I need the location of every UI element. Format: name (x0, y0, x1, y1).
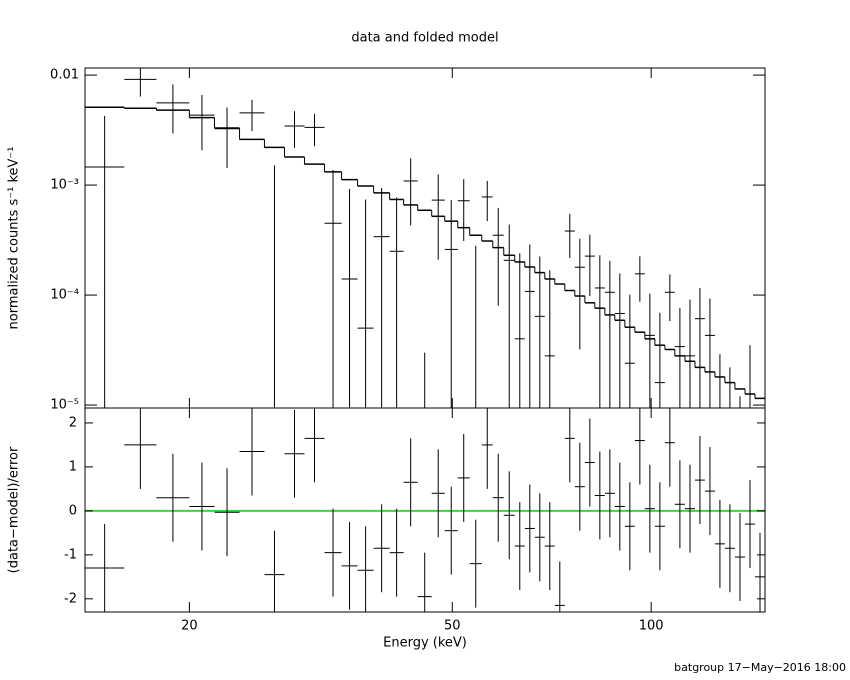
x-tick-label: 100 (639, 619, 664, 634)
y-tick-label: 10⁻³ (50, 178, 79, 193)
axes: 0.01 10⁻³ 10⁻⁴ 10⁻⁵ -2 -1 0 1 2 20 50 100 (50, 68, 765, 634)
y-axis-label: normalized counts s⁻¹ keV⁻¹ (7, 147, 22, 330)
chart-title: data and folded model (351, 31, 498, 46)
x-tick-label: 20 (181, 619, 198, 634)
y-tick-label: 10⁻⁴ (50, 288, 79, 303)
x-tick-label: 50 (444, 619, 461, 634)
top-plot (85, 68, 765, 408)
footer: batgroup 17−May−2016 18:00 (674, 661, 846, 674)
y-tick-label: 1 (69, 459, 77, 474)
bottom-plot (85, 408, 765, 612)
bottom-frame (84, 407, 766, 613)
y-tick-label: 10⁻⁵ (50, 398, 79, 413)
y-axis-label: (data−model)/error (7, 446, 22, 573)
y-tick-label: 2 (69, 415, 77, 430)
x-axis-label: Energy (keV) (383, 636, 467, 651)
y-tick-label: 0.01 (50, 68, 79, 83)
y-tick-label: -1 (64, 547, 77, 562)
y-tick-label: -2 (64, 591, 77, 606)
y-tick-label: 0 (69, 503, 77, 518)
